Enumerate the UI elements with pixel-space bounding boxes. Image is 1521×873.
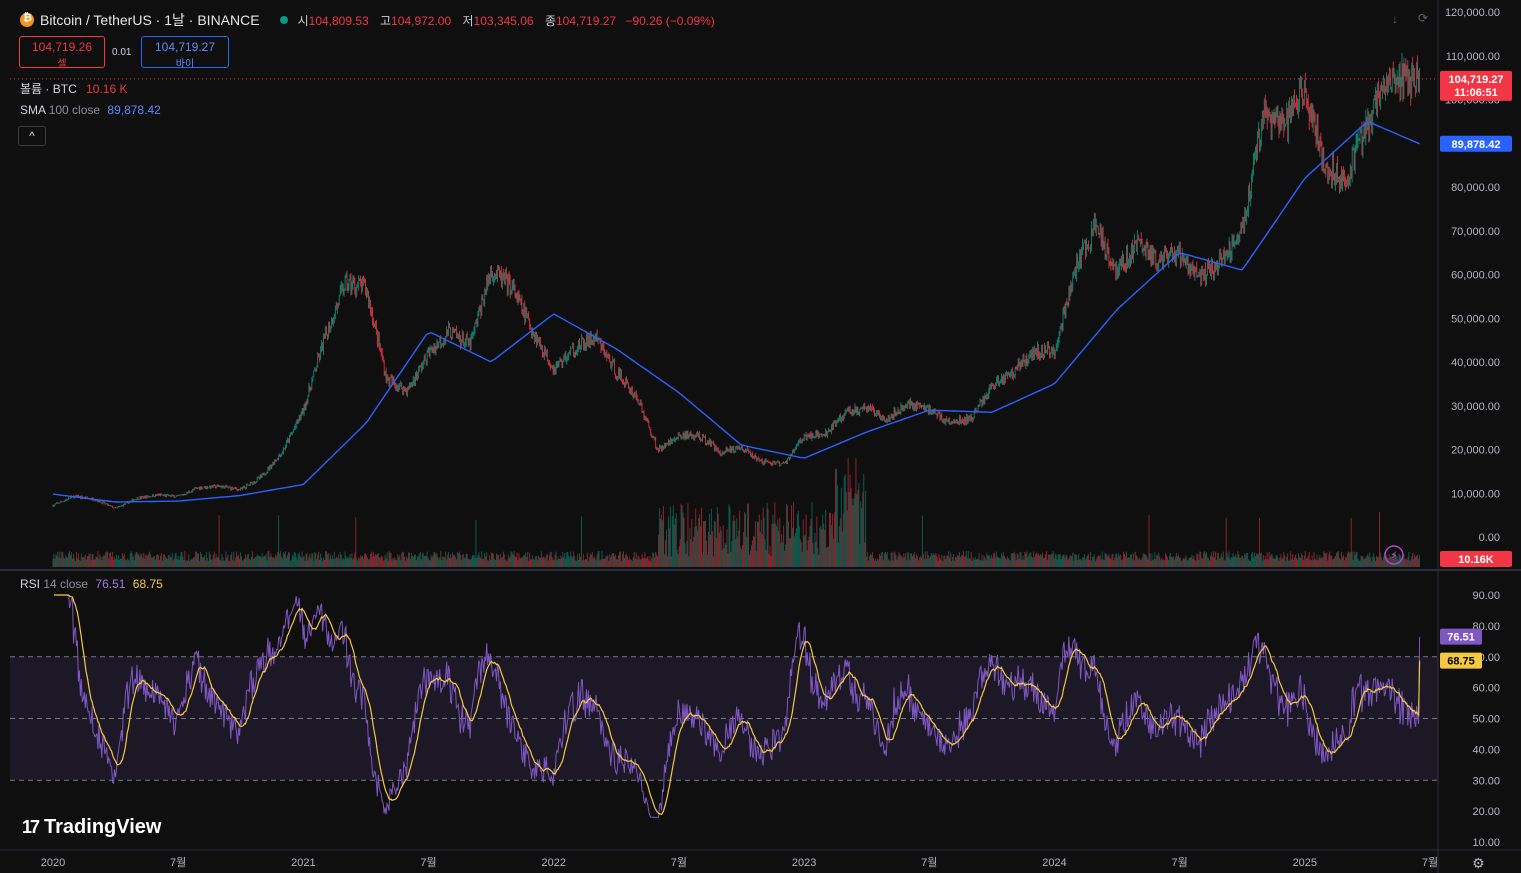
price-tick-label: 80,000.00	[1451, 182, 1500, 194]
rsi-ma-tag-bg	[1440, 652, 1482, 669]
time-axis-label: 7월	[1172, 856, 1188, 869]
price-tick-label: 60,000.00	[1451, 270, 1500, 282]
rsi-tick-label: 20.00	[1472, 806, 1500, 818]
sma-price-tag-bg	[1440, 135, 1512, 152]
time-axis-label: 2020	[41, 857, 65, 869]
rsi-value-tag-bg	[1440, 628, 1482, 645]
symbol-title[interactable]: Bitcoin / TetherUS · 1날 · BINANCE	[40, 12, 260, 28]
buy-price: 104,719.27	[154, 40, 216, 54]
price-tick-label: 70,000.00	[1451, 226, 1500, 238]
volume-tag: 10.16K	[1458, 554, 1494, 566]
ohlc-values: 시104,809.53 고104,972.00 저103,345.06 종104…	[297, 13, 715, 28]
buy-button[interactable]: 104,719.27 바이	[141, 36, 229, 70]
symbol-header: Bitcoin / TetherUS · 1날 · BINANCE 시104,8…	[20, 10, 715, 30]
rsi-tick-label: 90.00	[1472, 590, 1500, 602]
volume-bars	[52, 458, 1421, 567]
time-axis-label: 7월	[671, 856, 687, 869]
refresh-icon[interactable]: ⟳	[1418, 11, 1429, 25]
rsi-ma-tag: 68.75	[1447, 656, 1475, 668]
price-tick-label: 40,000.00	[1451, 357, 1500, 369]
time-axis-label: 2024	[1042, 857, 1066, 869]
time-axis-label: 7월	[921, 856, 937, 869]
collapse-legend-button[interactable]: ^	[18, 126, 46, 146]
market-open-icon	[279, 16, 288, 24]
buy-label: 바이	[175, 59, 195, 70]
time-axis-label: 2025	[1293, 857, 1317, 869]
sma-legend[interactable]: SMA 100 close 89,878.42	[20, 103, 161, 117]
last-price-tag-bg	[1440, 70, 1512, 101]
time-axis-label: 7월	[1422, 856, 1438, 869]
price-tick-label: 10,000.00	[1451, 488, 1500, 500]
sma-line-path	[52, 121, 1420, 503]
sma-price-tag: 89,878.42	[1452, 139, 1501, 151]
sell-price: 104,719.26	[31, 40, 93, 54]
price-tick-label: 30,000.00	[1451, 401, 1500, 413]
rsi-tick-label: 30.00	[1472, 775, 1500, 787]
time-axis-label: 2021	[291, 857, 315, 869]
price-tick-label: 110,000.00	[1446, 51, 1500, 63]
time-axis-label: 2022	[541, 857, 565, 869]
price-tick-label: 20,000.00	[1451, 445, 1500, 457]
time-axis-label: 2023	[792, 857, 816, 869]
lightning-icon	[1384, 545, 1404, 565]
lightning-icon-glyph: ⚡	[1390, 549, 1398, 562]
last-price-tag: 11:06:51	[1454, 87, 1497, 99]
time-axis-label: 7월	[420, 856, 436, 869]
rsi-value-tag: 76.51	[1447, 632, 1475, 644]
rsi-tick-label: 40.00	[1472, 744, 1500, 756]
time-axis-label: 7월	[170, 856, 186, 869]
price-tick-label: 0.00	[1479, 532, 1500, 544]
volume-tag-bg	[1440, 551, 1512, 567]
axes: 120,000.00110,000.00100,000.0090,000.008…	[41, 7, 1512, 869]
sma-line	[52, 121, 1420, 503]
sell-button[interactable]: 104,719.26 셀	[19, 36, 105, 70]
tradingview-logo-icon: 17	[22, 817, 40, 837]
rsi-ma-line	[54, 594, 1421, 816]
rsi-tick-label: 60.00	[1472, 683, 1500, 695]
rsi-legend[interactable]: RSI 14 close 76.51 68.75	[20, 577, 163, 591]
price-tick-label: 50,000.00	[1451, 313, 1500, 325]
rsi-tick-label: 10.00	[1472, 837, 1500, 849]
download-icon[interactable]: ↓	[1392, 12, 1398, 26]
price-tick-label: 120,000.00	[1445, 7, 1500, 19]
price-change: −90.26 (−0.09%)	[625, 13, 715, 28]
bitcoin-icon	[20, 12, 34, 27]
spread-value: 0.01	[112, 47, 132, 58]
sell-label: 셀	[57, 59, 67, 70]
last-price-tag: 104,719.27	[1448, 74, 1503, 86]
volume-legend[interactable]: 볼륨 · BTC 10.16 K	[20, 82, 128, 96]
rsi-panel	[10, 594, 1438, 818]
gear-icon[interactable]: ⚙	[1472, 855, 1485, 871]
tradingview-logo[interactable]: 17 TradingView	[22, 816, 162, 838]
rsi-tick-label: 50.00	[1472, 714, 1500, 726]
